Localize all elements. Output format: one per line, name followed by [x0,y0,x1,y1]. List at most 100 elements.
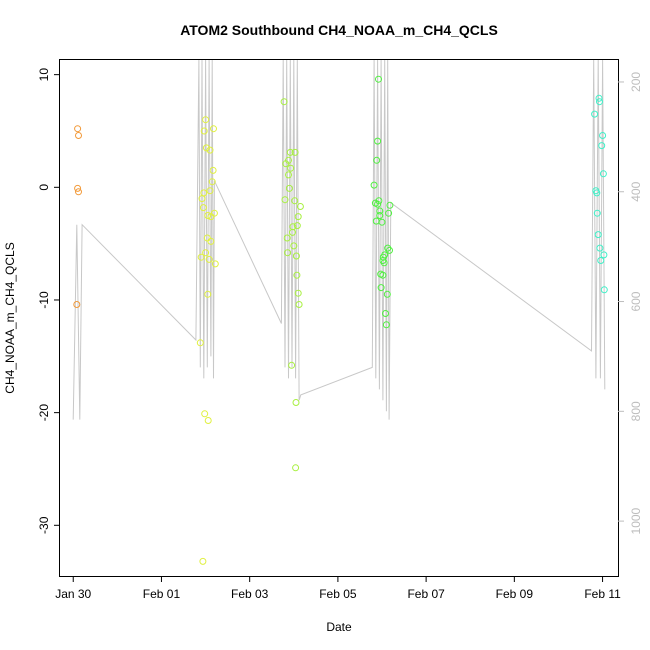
plot-frame [59,59,619,577]
data-point [375,197,383,205]
data-point [600,251,608,259]
data-point [196,339,204,347]
y-tick-label: 0 [37,184,51,191]
data-point [204,212,212,219]
data-point [386,246,393,254]
data-point [378,218,386,226]
data-point [202,249,210,257]
data-point [293,222,301,230]
data-point [370,181,378,189]
data-point [379,271,387,279]
y2-tick-label: 200 [629,72,643,92]
data-point [599,170,607,178]
data-point [373,156,381,164]
data-point [374,200,382,208]
data-point [376,207,384,215]
data-point [294,289,302,297]
data-point [203,234,211,242]
data-point [292,252,300,260]
data-point [202,116,210,124]
data-point [591,110,599,118]
data-point [199,204,207,212]
x-tick-label: Feb 03 [231,587,269,601]
data-point [593,189,601,197]
data-point [285,156,292,164]
y2-tick-label: 400 [629,181,643,201]
data-point [296,203,304,210]
data-point [382,321,390,329]
y-tick-label: -20 [37,404,51,422]
data-point [377,284,385,292]
y2-tick-label: 800 [629,401,643,421]
data-point [386,201,394,209]
data-point [208,178,216,186]
altitude-trace-line [72,59,606,420]
y-tick-label: 10 [37,68,51,82]
data-point [292,399,300,406]
data-point [594,231,602,239]
data-point [293,271,301,279]
data-point [382,310,389,317]
data-point [74,184,82,192]
y-axis-left: 10 0 -10 -20 -30 [37,68,60,534]
data-point [199,557,207,565]
data-point [288,361,296,369]
data-point [596,98,603,106]
data-point [200,189,208,197]
data-point [206,146,214,154]
x-tick-label: Feb 09 [496,587,534,601]
data-point [593,209,601,217]
altitude-trace [72,59,606,420]
data-point [75,188,82,196]
y-tick-label: -30 [37,516,51,534]
data-point [281,196,289,204]
x-tick-label: Jan 30 [55,587,91,601]
data-point [211,260,219,268]
data-point [596,244,604,252]
data-point [384,244,392,252]
x-tick-label: Feb 05 [319,587,357,601]
x-axis-label: Date [326,620,352,634]
data-point [206,187,214,195]
x-axis: Jan 30 Feb 01 Feb 03 Feb 05 Feb 07 Feb 09 Feb … [55,576,621,601]
y2-tick-label: 600 [629,291,643,311]
data-point [204,417,212,424]
data-point [284,249,292,257]
x-tick-label: Feb 07 [407,587,445,601]
data-point [595,94,603,102]
data-point [197,253,205,261]
y-axis-label: CH4_NOAA_m_CH4_QCLS [3,242,17,393]
data-point [291,197,299,205]
data-point [295,301,303,308]
data-point [73,301,81,308]
data-point [285,184,293,192]
scatter-points [73,75,608,565]
data-point [201,410,209,418]
data-point [200,127,208,135]
data-point [74,125,82,133]
data-point [205,255,213,263]
y-tick-label: -10 [37,291,51,309]
data-point [204,290,212,298]
data-point [75,132,82,139]
y-axis-right: 200 400 600 800 1000 [618,72,643,534]
data-point [598,142,606,150]
data-point [379,257,387,264]
data-point [210,125,217,133]
data-point [375,75,382,83]
data-point [294,213,302,221]
data-point [289,223,297,231]
data-point [292,464,300,472]
data-point [280,98,288,106]
data-point [286,148,294,156]
data-point [207,237,215,245]
data-point [597,257,605,264]
data-point [202,144,210,152]
data-point [283,234,291,242]
y2-tick-label: 1000 [629,507,643,534]
chart-title: ATOM2 Southbound CH4_NOAA_m_CH4_QCLS [180,22,498,38]
data-point [385,209,393,217]
x-tick-label: Feb 01 [143,587,181,601]
data-point [383,290,391,298]
